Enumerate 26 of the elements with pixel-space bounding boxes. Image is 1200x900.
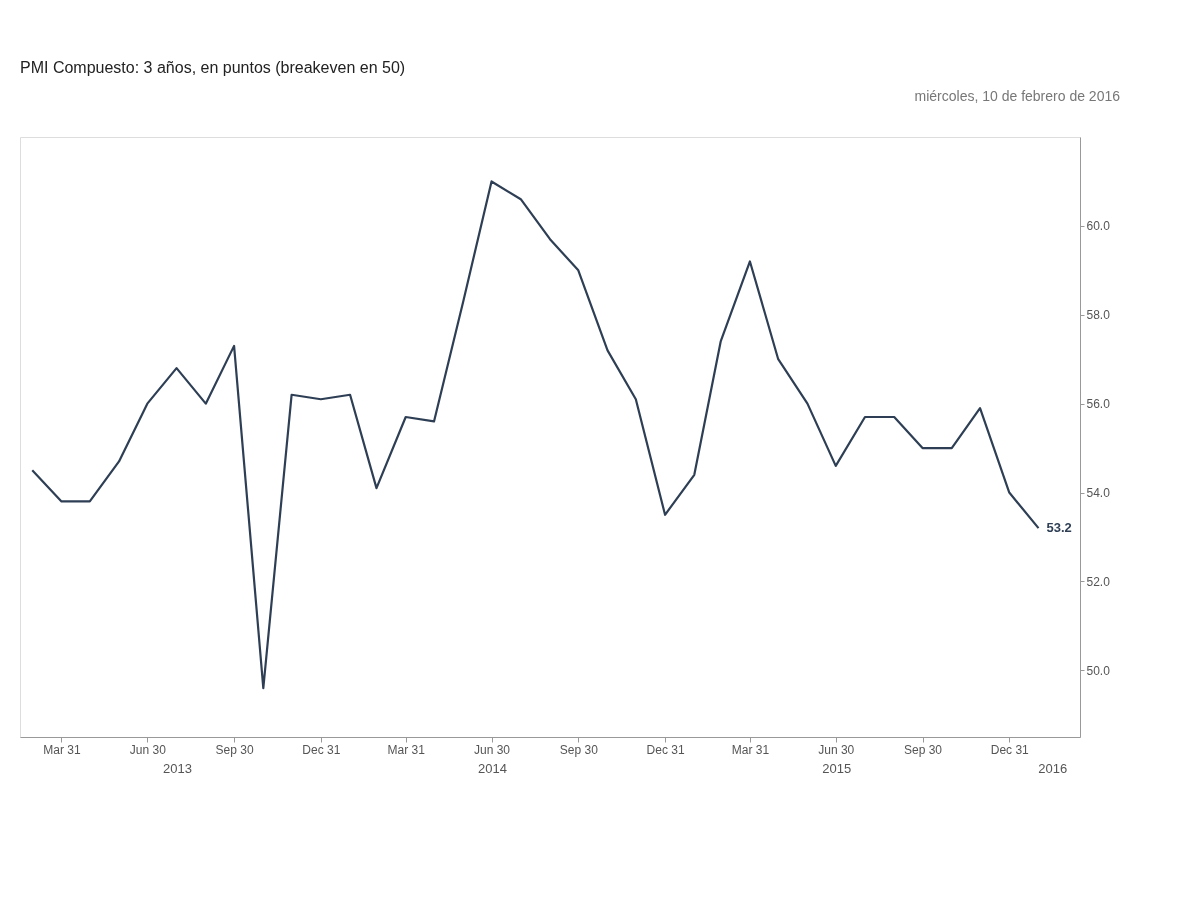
y-tick-label: 52.0 — [1086, 574, 1111, 589]
y-tick-label: 58.0 — [1086, 308, 1111, 323]
y-tick-label: 60.0 — [1086, 219, 1111, 234]
x-tick-label: Mar 31 — [731, 742, 770, 757]
data-label: 53.2 — [1046, 520, 1072, 536]
line-series — [31, 180, 1040, 690]
x-tick-label: Mar 31 — [387, 742, 426, 757]
x-tick-label: Jun 30 — [129, 742, 167, 757]
chart-title: PMI Compuesto: 3 años, en puntos (breakeven en 50) — [20, 59, 406, 76]
x-tick-label: Dec 31 — [302, 742, 341, 757]
x-tick-label: Sep 30 — [215, 742, 254, 757]
x-tick-label: Jun 30 — [818, 742, 855, 757]
x2-tick-label: 2013 — [163, 761, 192, 776]
x-tick-label: Jun 30 — [474, 742, 511, 757]
x-tick-label: Dec 31 — [646, 742, 685, 757]
x-tick-label: Sep 30 — [903, 742, 943, 757]
x2-tick-label: 2015 — [822, 761, 852, 776]
y-tick-label: 54.0 — [1086, 486, 1111, 501]
x-tick-label: Mar 31 — [43, 742, 81, 757]
x2-tick-label: 2014 — [478, 761, 507, 776]
y-tick-label: 50.0 — [1086, 663, 1111, 678]
x2-tick-label: 2016 — [1038, 761, 1068, 776]
text: miércoles, 10 de febrero de 2016 — [914, 88, 1121, 104]
y-tick-label: 56.0 — [1086, 397, 1111, 412]
x-tick-label: Dec 31 — [990, 742, 1030, 757]
x-tick-label: Sep 30 — [559, 742, 599, 757]
